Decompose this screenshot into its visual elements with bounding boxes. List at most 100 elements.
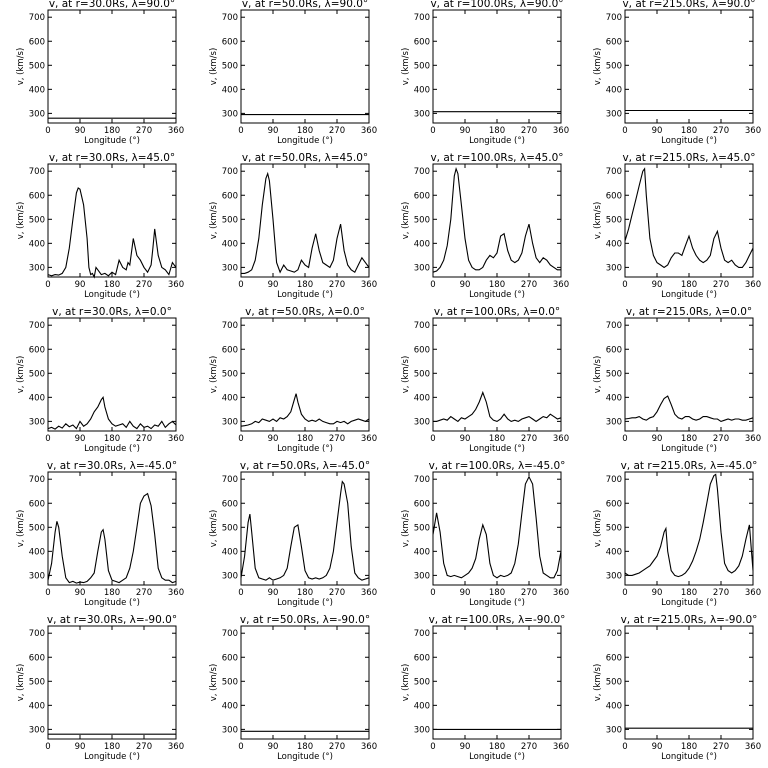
y-tick-label: 300 [414,417,430,427]
x-tick-label: 270 [713,742,729,752]
chart-panel: v, at r=215.0Rs, λ=-45.0° 0 90 180 270 360 300… [593,460,761,608]
y-axis-label: v, (km/s) [209,48,219,86]
series-line [624,167,754,269]
y-tick-label: 400 [606,239,622,249]
y-tick-label: 300 [29,571,45,581]
y-tick-label: 700 [606,321,622,331]
plot-frame [47,317,177,432]
y-tick-label: 500 [29,677,45,687]
y-axis-label: v, (km/s) [16,664,26,702]
x-tick-label: 0 [45,280,50,290]
x-tick-label: 90 [268,588,279,598]
x-tick-label: 180 [297,742,313,752]
x-tick-label: 180 [297,588,313,598]
x-axis-label: Longitude (°) [84,598,140,608]
y-tick-label: 600 [29,653,45,663]
x-tick-label: 180 [297,434,313,444]
y-tick-label: 400 [606,393,622,403]
y-tick-label: 300 [414,109,430,119]
y-tick-label: 700 [29,321,45,331]
x-tick-label: 90 [460,742,471,752]
y-tick-label: 300 [29,109,45,119]
x-tick-label: 90 [75,588,86,598]
y-tick-label: 500 [222,523,238,533]
y-tick-label: 600 [414,345,430,355]
x-axis-label: Longitude (°) [277,598,333,608]
plot-frame [624,317,754,432]
x-tick-label: 270 [329,126,345,136]
x-tick-label: 270 [713,588,729,598]
x-tick-label: 270 [521,280,537,290]
y-tick-label: 700 [29,475,45,485]
chart-panel: v, at r=100.0Rs, λ=-45.0° 0 90 180 270 360 300… [401,460,569,608]
y-tick-label: 700 [414,629,430,639]
y-tick-label: 500 [606,369,622,379]
x-tick-label: 90 [460,126,471,136]
x-tick-label: 90 [460,280,471,290]
chart-title: v, at r=215.0Rs, λ=0.0° [626,306,752,318]
y-tick-label: 700 [222,475,238,485]
y-tick-label: 300 [606,725,622,735]
plot-frame [432,317,562,432]
x-tick-label: 180 [681,280,697,290]
y-tick-label: 500 [414,61,430,71]
y-axis-label: v, (km/s) [209,664,219,702]
x-tick-label: 0 [238,588,243,598]
x-tick-label: 90 [460,588,471,598]
y-tick-label: 700 [414,13,430,23]
y-tick-label: 500 [222,369,238,379]
chart-title: v, at r=100.0Rs, λ=45.0° [430,152,563,164]
x-tick-label: 0 [238,126,243,136]
y-axis-label: v, (km/s) [209,356,219,394]
x-tick-label: 180 [297,126,313,136]
y-tick-label: 500 [29,369,45,379]
x-tick-label: 360 [745,742,761,752]
x-tick-label: 180 [489,742,505,752]
y-tick-label: 400 [222,547,238,557]
x-tick-label: 180 [489,280,505,290]
chart-title: v, at r=30.0Rs, λ=0.0° [52,306,172,318]
series-line [432,166,561,273]
y-tick-label: 700 [222,13,238,23]
x-axis-label: Longitude (°) [84,290,140,300]
chart-panel: v, at r=50.0Rs, λ=90.0° 0 90 180 270 360 300 40… [209,0,377,146]
y-tick-label: 400 [29,547,45,557]
x-tick-label: 180 [104,742,120,752]
x-tick-label: 90 [652,280,663,290]
x-tick-label: 180 [104,588,120,598]
plot-frame [240,9,370,124]
y-tick-label: 700 [222,167,238,177]
y-tick-label: 400 [222,239,238,249]
y-tick-label: 300 [222,417,238,427]
y-tick-label: 700 [29,167,45,177]
y-tick-label: 500 [606,523,622,533]
x-axis-label: Longitude (°) [661,290,717,300]
y-tick-label: 600 [222,499,238,509]
y-tick-label: 500 [414,369,430,379]
x-tick-label: 0 [238,280,243,290]
x-tick-label: 270 [521,588,537,598]
y-tick-label: 300 [29,725,45,735]
chart-title: v, at r=100.0Rs, λ=-45.0° [429,460,566,472]
plot-frame [432,9,562,124]
x-tick-label: 270 [136,126,152,136]
y-tick-label: 600 [29,499,45,509]
y-axis-label: v, (km/s) [401,356,411,394]
y-axis-label: v, (km/s) [593,664,603,702]
y-tick-label: 300 [29,263,45,273]
x-axis-label: Longitude (°) [469,290,525,300]
x-axis-label: Longitude (°) [661,136,717,146]
x-tick-label: 90 [75,126,86,136]
chart-title: v, at r=50.0Rs, λ=90.0° [242,0,368,10]
x-tick-label: 360 [745,434,761,444]
y-tick-label: 700 [606,629,622,639]
y-axis-label: v, (km/s) [593,48,603,86]
y-tick-label: 400 [29,85,45,95]
y-tick-label: 500 [414,215,430,225]
x-tick-label: 0 [622,588,627,598]
plot-frame [624,625,754,740]
x-tick-label: 270 [329,588,345,598]
y-tick-label: 600 [606,191,622,201]
y-tick-label: 400 [29,393,45,403]
y-tick-label: 400 [29,701,45,711]
